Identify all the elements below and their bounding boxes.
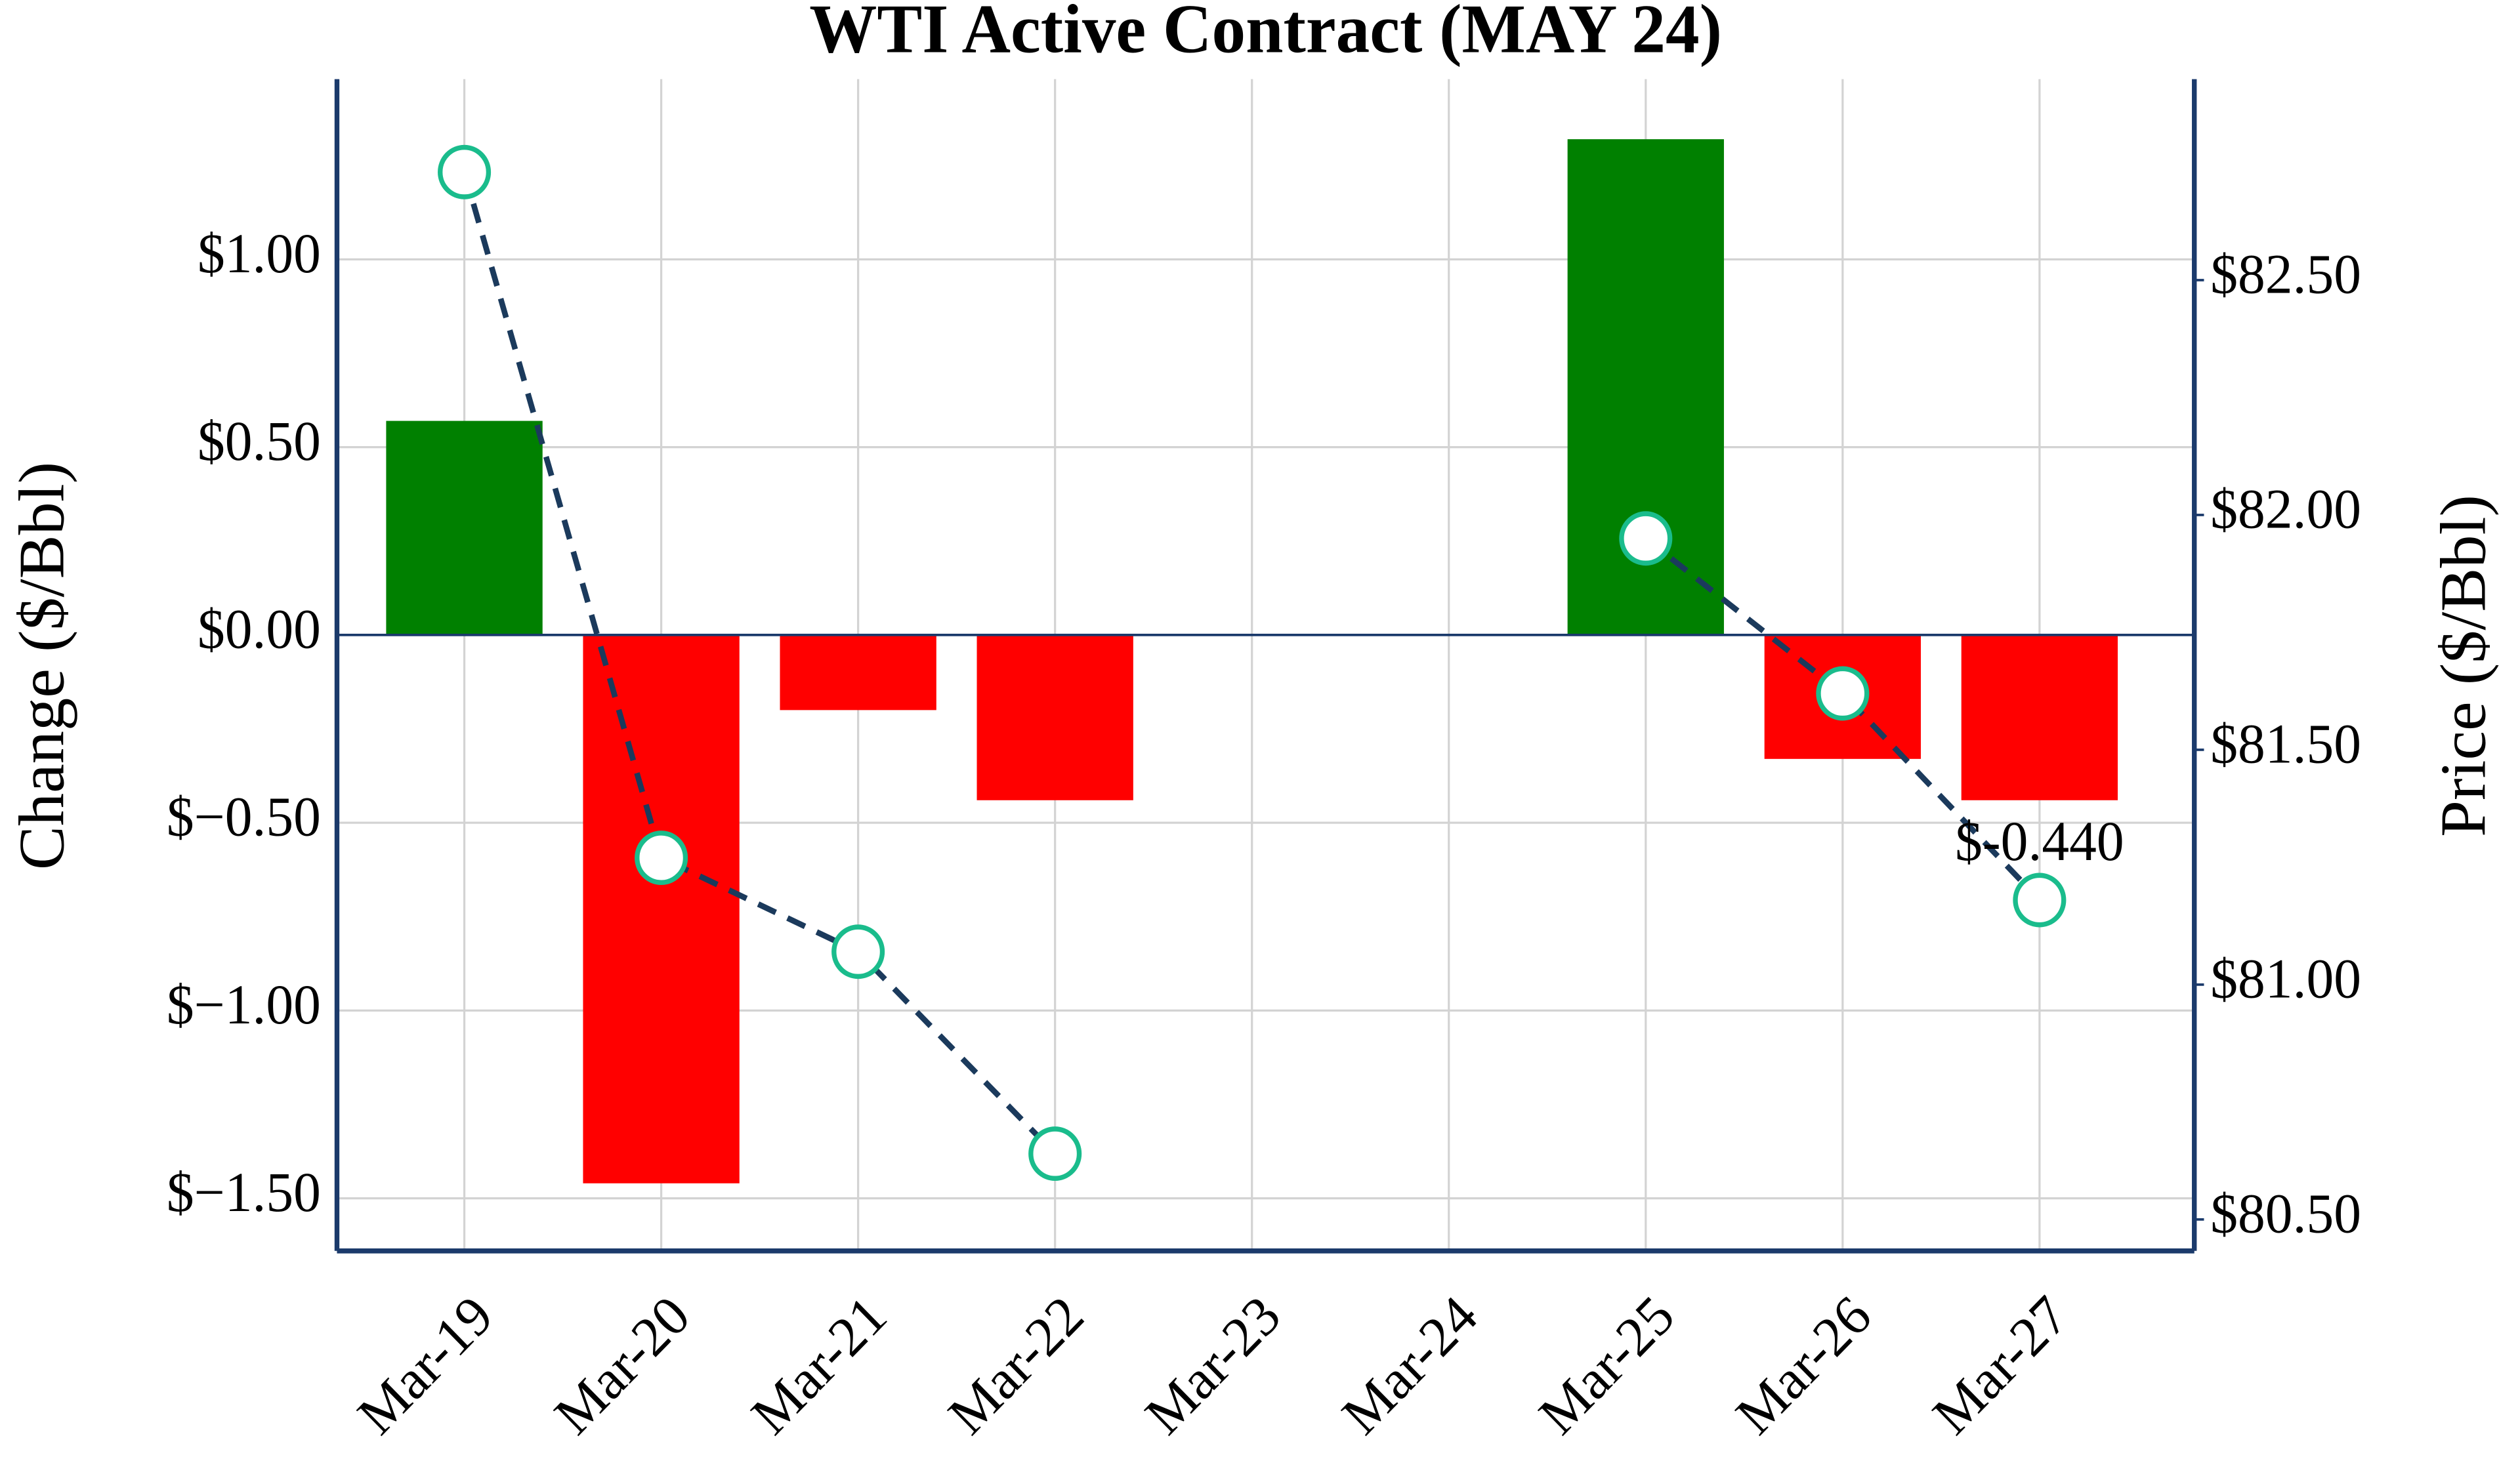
y-tick-label: $0.00 [198,599,321,661]
y2-tick-label: $81.00 [2210,949,2361,1010]
price-marker [438,144,492,199]
bar [386,421,543,635]
bar [976,634,1133,800]
price-marker [2013,873,2067,928]
chart-title: WTI Active Contract (MAY 24) [809,0,1722,68]
x-tick-label: Mar-23 [1134,1285,1292,1446]
y-axis-label: Change ($/Bbl) [6,462,77,870]
y-tick-label: $−1.50 [167,1162,321,1223]
bar [583,634,740,1183]
y-tick-label: $−0.50 [167,787,321,848]
bar [780,634,936,710]
y-tick-label: $1.00 [198,223,321,285]
y2-tick-label: $81.50 [2210,714,2361,775]
y-tick-label: $−1.00 [167,974,321,1036]
price-marker [1816,666,1870,721]
price-marker [831,924,885,979]
y2-tick-label: $80.50 [2210,1183,2361,1245]
price-marker [635,831,688,886]
x-tick-label: Mar-20 [543,1285,702,1446]
x-tick-label: Mar-27 [1922,1285,2080,1446]
x-tick-label: Mar-22 [937,1285,1095,1446]
price-marker [1619,511,1673,566]
y2-tick-label: $82.00 [2210,479,2361,541]
value-label: $-0.440 [1955,811,2124,873]
x-tick-label: Mar-21 [740,1285,898,1446]
y-tick-label: $0.50 [198,411,321,472]
x-tick-label: Mar-25 [1528,1285,1686,1446]
x-tick-label: Mar-24 [1331,1285,1489,1446]
price-line [461,171,2042,1156]
y2-tick-label: $82.50 [2210,244,2361,306]
bar [1961,634,2118,800]
y2-axis-label: Price ($/Bbl) [2427,495,2499,837]
x-tick-label: Mar-19 [346,1285,505,1446]
price-marker [1028,1126,1082,1182]
x-tick-label: Mar-26 [1725,1285,1883,1446]
